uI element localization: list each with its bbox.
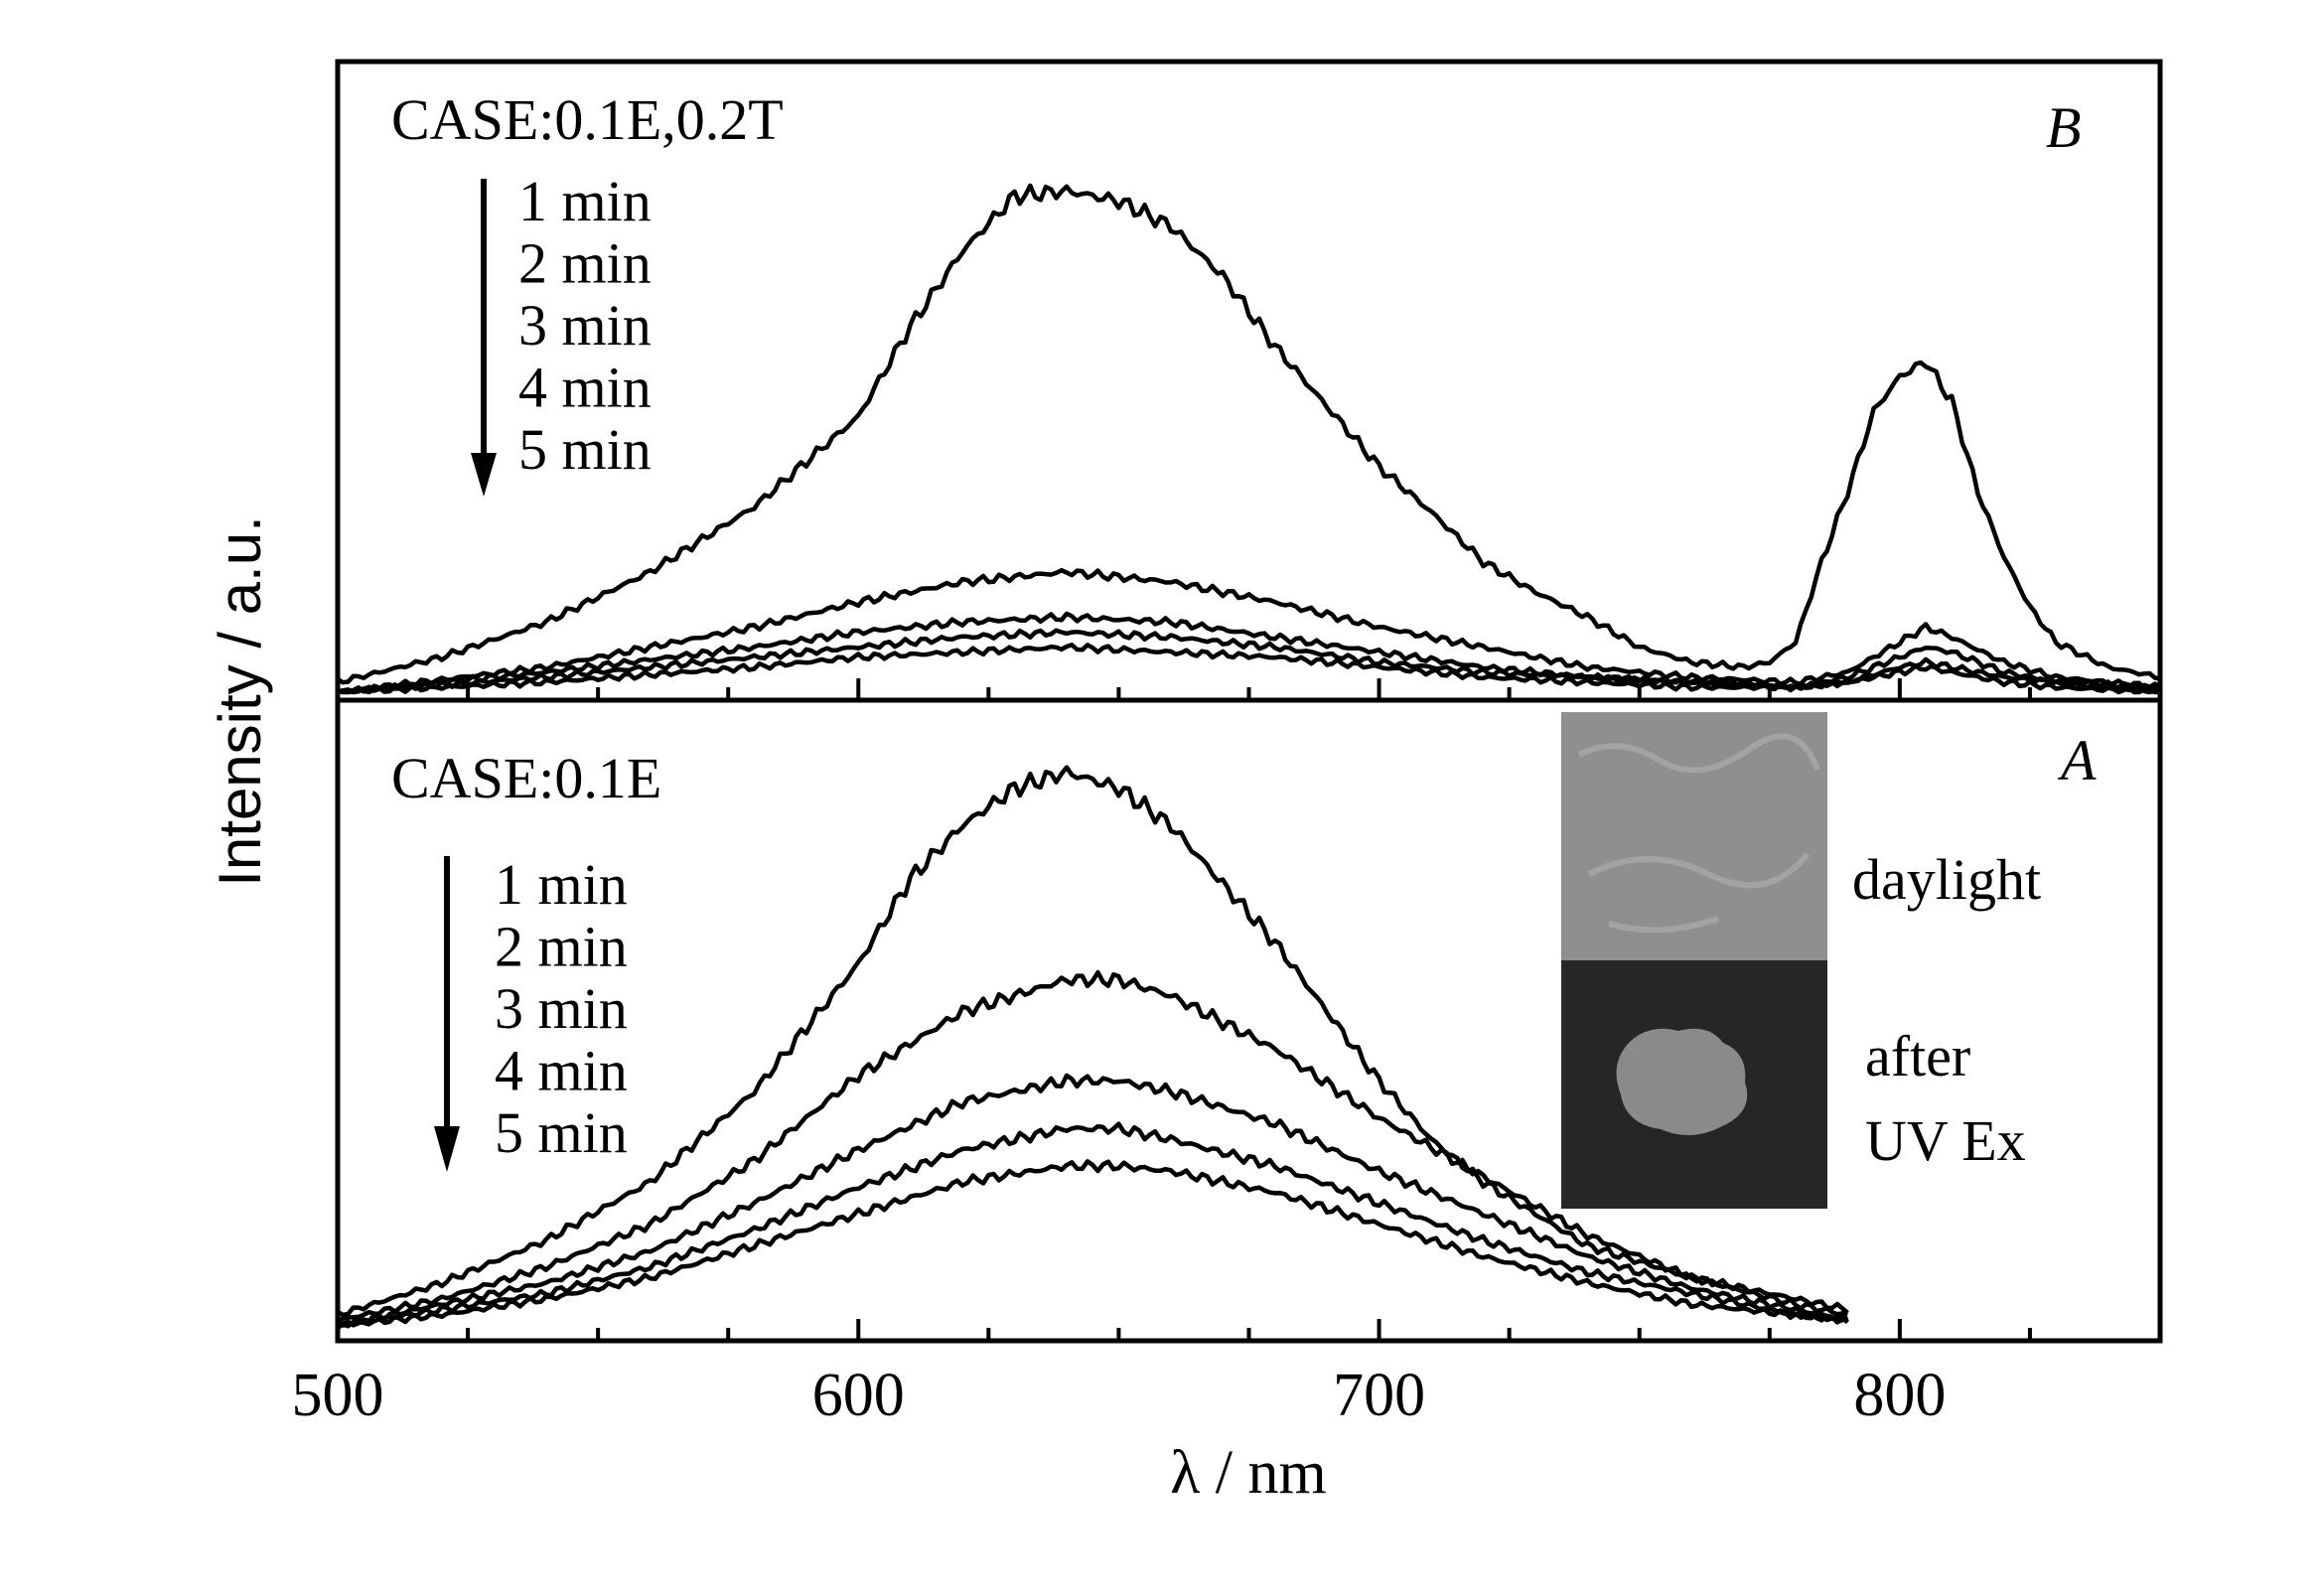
- panel-a-label: A: [2057, 728, 2097, 793]
- panel-a-series-line: [337, 1073, 1849, 1329]
- series-group-a: [336, 765, 1849, 1331]
- panel-a-time-label: 5 min: [495, 1100, 628, 1165]
- panel-b-time-label: 5 min: [518, 417, 652, 482]
- x-tick-label: 700: [1333, 1362, 1425, 1429]
- daylight-photo-texture: [1577, 733, 1820, 934]
- daylight-photo: [1561, 712, 1827, 960]
- tick-marks: [466, 678, 2032, 1341]
- panel-a-series-line: [337, 1159, 1848, 1328]
- x-axis-label: λ / nm: [1170, 1439, 1327, 1507]
- panel-b-series-line: [337, 567, 2162, 695]
- y-axis-label: Intensity / a.u.: [207, 515, 273, 887]
- panel-b-time-label: 3 min: [518, 293, 652, 358]
- panel-a-series-line: [336, 969, 1848, 1324]
- panel-a-time-label: 2 min: [495, 915, 628, 979]
- x-tick-labels: 500 600 700 800: [292, 1362, 1947, 1429]
- panel-b-time-label: 1 min: [518, 169, 652, 233]
- x-tick-label: 600: [812, 1362, 905, 1429]
- panel-a-series-line: [336, 765, 1849, 1318]
- panel-a-time-label: 1 min: [495, 852, 628, 917]
- uv-ex-label: UV Ex: [1865, 1108, 2026, 1173]
- panel-a-series-line: [336, 1121, 1849, 1331]
- panel-a-time-label: 4 min: [495, 1039, 628, 1103]
- x-tick-label: 500: [292, 1362, 384, 1429]
- panel-b-series-line: [336, 183, 2161, 685]
- sample-glow: [1616, 1028, 1748, 1136]
- daylight-label: daylight: [1852, 847, 2041, 912]
- panel-b-label: B: [2046, 95, 2081, 160]
- panel-a-arrow: [434, 856, 460, 1172]
- panel-b-arrow: [471, 179, 497, 497]
- panel-a-title: CASE:0.1E: [391, 746, 661, 810]
- after-label: after: [1865, 1024, 1970, 1088]
- panel-a-time-label: 3 min: [495, 976, 628, 1041]
- panel-b-series-line: [337, 611, 2161, 695]
- panel-b-series-line: [337, 643, 2161, 695]
- inset-photos: daylight after UV Ex: [1561, 712, 2041, 1209]
- panel-b-title: CASE:0.1E,0.2T: [391, 87, 784, 152]
- series-group-b: [336, 183, 2162, 695]
- panel-b-time-label: 2 min: [518, 231, 652, 296]
- panel-b-time-label: 4 min: [518, 356, 652, 420]
- x-tick-label: 800: [1853, 1362, 1946, 1429]
